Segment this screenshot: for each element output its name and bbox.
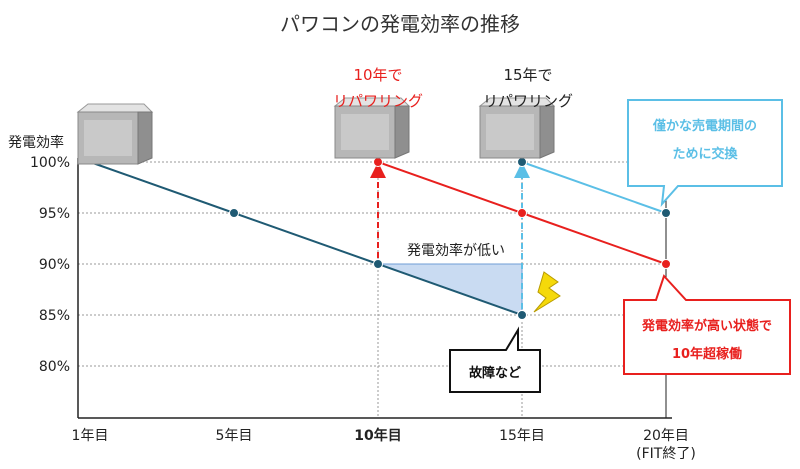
x-tick-label: 20年目 — [643, 428, 689, 444]
lightning-icon — [533, 271, 561, 313]
y-tick-label: 95% — [39, 206, 70, 222]
callout-cyan-box — [627, 99, 783, 208]
data-point-repower10 — [373, 157, 383, 167]
repower10-label: 10年で — [353, 66, 402, 84]
callout-black-box — [449, 326, 541, 393]
low-efficiency-label: 発電効率が低い — [407, 242, 505, 259]
inverter-icon — [478, 97, 556, 159]
callout-cyan-text: ために交換 — [672, 146, 738, 162]
data-point-repower15 — [517, 157, 527, 167]
data-point-original — [517, 310, 527, 320]
callout-cyan-text: 僅かな売電期間の — [652, 118, 757, 134]
inverter-icon — [76, 103, 154, 165]
callout-red-text: 10年超稼働 — [672, 346, 742, 362]
chart-title: パワコンの発電効率の推移 — [280, 12, 520, 36]
y-axis-label: 発電効率 — [8, 135, 64, 151]
y-tick-label: 90% — [39, 257, 70, 273]
callout-red-text: 発電効率が高い状態で — [641, 318, 772, 334]
repower15-label: 15年で — [503, 66, 552, 84]
y-tick-label: 100% — [30, 155, 70, 171]
callout-black-text: 故障など — [469, 365, 521, 381]
series-line-original — [89, 161, 523, 316]
x-tick-label: 10年目 — [354, 427, 401, 444]
data-point-repower10 — [517, 208, 527, 218]
series-line-repower15 — [521, 161, 667, 214]
inverter-icon — [333, 97, 411, 159]
repower15-label: リパワリング — [483, 92, 573, 110]
data-point-repower15 — [661, 208, 671, 218]
callout-red-box — [623, 274, 791, 375]
repower10-label: リパワリング — [333, 92, 423, 110]
y-tick-label: 80% — [39, 359, 70, 375]
y-tick-label: 85% — [39, 308, 70, 324]
data-point-original — [373, 259, 383, 269]
data-point-original — [229, 208, 239, 218]
x-tick-sublabel: (FIT終了) — [636, 446, 696, 462]
x-tick-label: 5年目 — [216, 428, 253, 444]
x-tick-label: 1年目 — [72, 428, 109, 444]
data-point-repower10 — [661, 259, 671, 269]
x-tick-label: 15年目 — [499, 428, 545, 444]
